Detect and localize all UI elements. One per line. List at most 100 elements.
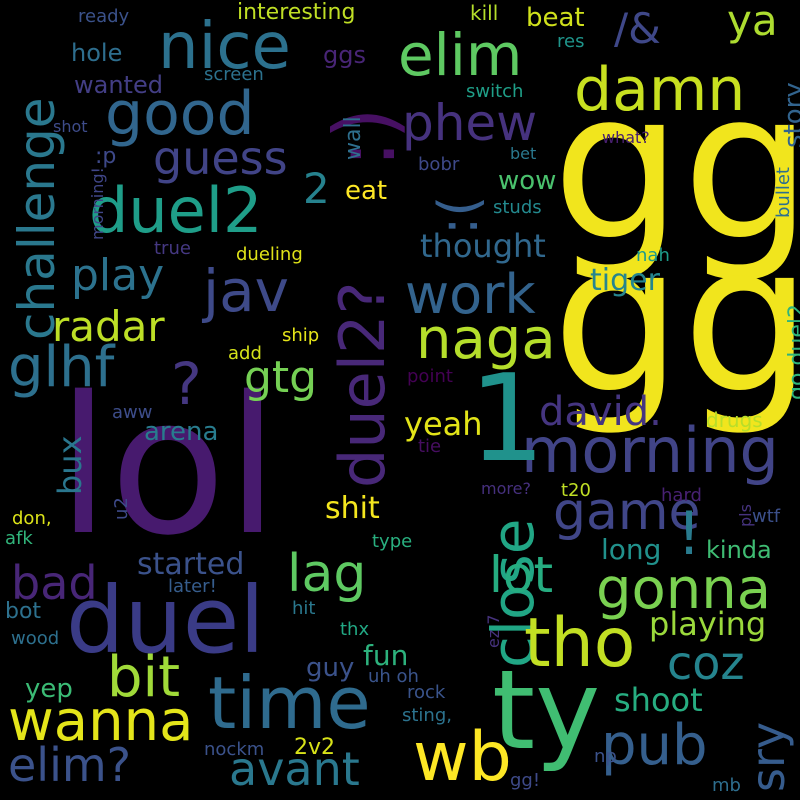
word-interesting: interesting <box>237 0 356 25</box>
word-elimq: elim? <box>8 738 132 792</box>
word-started: started <box>137 547 245 582</box>
word-tie: tie <box>418 436 442 457</box>
word-gonna: gonna <box>596 557 772 622</box>
word-later: later! <box>168 576 217 597</box>
word-bad: bad <box>11 556 98 610</box>
word-what: what? <box>602 128 650 147</box>
word-avant: avant <box>229 742 360 796</box>
word-mb: mb <box>712 775 741 796</box>
word-guy: guy <box>306 653 355 683</box>
word-p-face: :p <box>95 144 117 169</box>
word-hit: hit <box>292 598 316 619</box>
word-morning: morning <box>521 414 779 487</box>
word-go-duel2: go duel2 <box>785 304 800 400</box>
word-guess: guess <box>153 131 288 185</box>
word-shoot: shoot <box>614 681 703 719</box>
word-beat: beat <box>526 3 585 33</box>
word-thx: thx <box>340 619 370 640</box>
word-afk: afk <box>5 528 33 549</box>
word-2v2: 2v2 <box>294 735 336 760</box>
word-shot: shot <box>53 117 88 136</box>
word-ship: ship <box>282 325 320 346</box>
word-yeah: yeah <box>404 405 483 443</box>
word-gtg: gtg <box>244 352 318 403</box>
word-add: add <box>228 343 262 364</box>
word-bet: bet <box>510 144 537 163</box>
word-fun: fun <box>363 639 409 672</box>
word-ggs: ggs <box>323 41 366 69</box>
word-switch: switch <box>466 81 524 102</box>
word-gg-bottom: gg <box>552 201 800 439</box>
word-gg-top: gg <box>552 48 800 286</box>
word-good: good <box>105 79 255 149</box>
word-david: david. <box>539 389 662 435</box>
word-drugs: drugs <box>706 408 763 432</box>
word-hole: hole <box>71 39 123 67</box>
word-duel: duel <box>66 567 265 674</box>
word-long: long <box>601 533 662 566</box>
word-arena: arena <box>144 417 219 447</box>
word-wow: wow <box>498 166 557 196</box>
word-time: time <box>208 661 371 745</box>
word-point: point <box>407 366 453 387</box>
word-question: ? <box>171 350 202 418</box>
word-wb: wb <box>413 718 512 797</box>
word-type: type <box>372 531 413 552</box>
word-t20: t20 <box>561 480 591 501</box>
word-2: 2 <box>303 164 330 213</box>
word-res: res <box>557 31 585 52</box>
word-ready: ready <box>78 6 130 27</box>
word-radar: radar <box>52 302 165 351</box>
word-shit: shit <box>325 491 380 526</box>
word-wall: wall <box>341 116 366 160</box>
word-naga: naga <box>416 307 556 372</box>
word-duel2: duel2 <box>89 174 263 247</box>
word-nah: nah <box>636 245 670 266</box>
word-more: more? <box>481 479 531 498</box>
word-ez-7: ez 7 <box>484 614 503 648</box>
word-morning-excl: morning! <box>88 167 107 240</box>
word-wanted: wanted <box>74 71 163 99</box>
word-studs: studs <box>493 197 542 218</box>
word-lol: lol <box>57 356 279 577</box>
word-sting: sting, <box>402 705 452 726</box>
word-play: play <box>71 250 165 301</box>
word-damn: damn <box>574 55 746 125</box>
word-lag: lag <box>287 544 367 604</box>
word-jav: jav <box>203 257 289 325</box>
word-bux: bux <box>51 435 89 495</box>
word-coz: coz <box>667 636 745 690</box>
word-yep: yep <box>25 674 73 704</box>
word-exclaim: ! <box>677 499 702 569</box>
word-uh-oh: uh oh <box>368 666 419 687</box>
word-bot: bot <box>5 599 42 624</box>
word-true: true <box>154 238 191 259</box>
word-bullet: bullet <box>773 167 794 218</box>
word-screen: screen <box>204 64 264 85</box>
word-glhf: glhf <box>8 335 115 400</box>
word-np: np <box>594 746 617 767</box>
word-don: don, <box>12 508 52 529</box>
word-work: work <box>405 263 536 326</box>
word-bobr: bobr <box>418 154 460 175</box>
word-playing: playing <box>649 605 767 643</box>
word-wanna: wanna <box>8 689 194 754</box>
word-sry: sry <box>741 721 795 792</box>
word-rock: rock <box>407 682 446 703</box>
word-bit: bit <box>107 645 181 710</box>
word-duel2q: duel2? <box>326 281 399 488</box>
word-u2: u2 <box>111 497 132 520</box>
word-game: game <box>553 482 701 542</box>
word-wtf: wtf <box>752 506 781 527</box>
word-ya: ya <box>727 0 778 45</box>
word-ty: ty <box>492 646 601 774</box>
word-eat: eat <box>345 176 388 206</box>
word-phew: phew <box>402 94 538 152</box>
word-nockm: nockm <box>204 739 265 760</box>
word-aww: aww <box>112 402 153 423</box>
word-kill: kill <box>470 1 499 25</box>
word-thought: thought <box>420 227 546 265</box>
word-tiger: tiger <box>590 263 660 298</box>
word-hard: hard <box>661 485 702 506</box>
word-gg-excl: gg! <box>510 770 541 791</box>
